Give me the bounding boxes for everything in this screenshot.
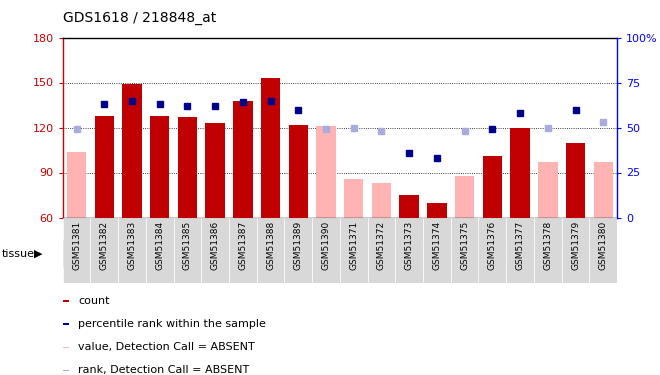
Bar (201, 217, 229, 283)
Text: tissue: tissue (1, 249, 34, 259)
Text: GSM51379: GSM51379 (571, 221, 580, 270)
Bar (63, 324, 69, 325)
Text: GSM51386: GSM51386 (211, 221, 220, 270)
Bar (233, 100, 253, 218)
Bar (146, 217, 174, 283)
Text: GSM51387: GSM51387 (238, 221, 248, 270)
Text: GSM51375: GSM51375 (460, 221, 469, 270)
Text: GSM51388: GSM51388 (266, 221, 275, 270)
Text: rank, Detection Call = ABSENT: rank, Detection Call = ABSENT (78, 365, 249, 375)
Text: value, Detection Call = ABSENT: value, Detection Call = ABSENT (78, 342, 255, 352)
Text: GSM51371: GSM51371 (349, 221, 358, 270)
Text: GDS1618 / 218848_at: GDS1618 / 218848_at (63, 11, 216, 25)
Text: GSM51385: GSM51385 (183, 221, 192, 270)
Bar (538, 162, 558, 218)
Bar (94, 116, 114, 218)
Bar (261, 78, 280, 218)
Bar (482, 156, 502, 218)
Bar (122, 84, 142, 218)
Bar (63, 346, 69, 348)
Bar (478, 217, 506, 283)
Bar (229, 217, 257, 283)
Bar (340, 240, 617, 268)
Bar (284, 217, 312, 283)
Bar (510, 128, 530, 218)
Bar (506, 217, 534, 283)
Text: GSM51372: GSM51372 (377, 221, 386, 270)
Text: GSM51380: GSM51380 (599, 221, 608, 270)
Text: GSM51377: GSM51377 (515, 221, 525, 270)
Bar (316, 126, 336, 218)
Bar (178, 117, 197, 218)
Bar (288, 124, 308, 217)
Text: GSM51382: GSM51382 (100, 221, 109, 270)
Bar (399, 195, 419, 217)
Bar (257, 217, 284, 283)
Bar (63, 217, 90, 283)
Text: GSM51381: GSM51381 (72, 221, 81, 270)
Text: GSM51383: GSM51383 (127, 221, 137, 270)
Bar (423, 217, 451, 283)
Bar (534, 217, 562, 283)
Bar (63, 370, 69, 371)
Bar (395, 217, 423, 283)
Bar (344, 178, 364, 218)
Bar (451, 217, 478, 283)
Bar (589, 217, 617, 283)
Bar (118, 217, 146, 283)
Bar (562, 217, 589, 283)
Text: lymph node: lymph node (442, 248, 515, 261)
Bar (372, 183, 391, 218)
Bar (90, 217, 118, 283)
Bar (150, 116, 170, 218)
Text: GSM51376: GSM51376 (488, 221, 497, 270)
Bar (368, 217, 395, 283)
Text: ▶: ▶ (34, 249, 43, 259)
Text: GSM51374: GSM51374 (432, 221, 442, 270)
Bar (427, 202, 447, 217)
Bar (174, 217, 201, 283)
Bar (593, 162, 613, 218)
Bar (63, 240, 340, 268)
Text: GSM51389: GSM51389 (294, 221, 303, 270)
Bar (455, 176, 475, 217)
Bar (63, 300, 69, 302)
Text: percentile rank within the sample: percentile rank within the sample (78, 319, 266, 329)
Text: GSM51373: GSM51373 (405, 221, 414, 270)
Bar (312, 217, 340, 283)
Bar (67, 152, 86, 217)
Bar (205, 123, 225, 218)
Bar (566, 142, 585, 218)
Text: GSM51390: GSM51390 (321, 221, 331, 270)
Text: GSM51384: GSM51384 (155, 221, 164, 270)
Text: tonsil: tonsil (184, 248, 218, 261)
Text: count: count (78, 296, 110, 306)
Bar (340, 217, 368, 283)
Text: GSM51378: GSM51378 (543, 221, 552, 270)
